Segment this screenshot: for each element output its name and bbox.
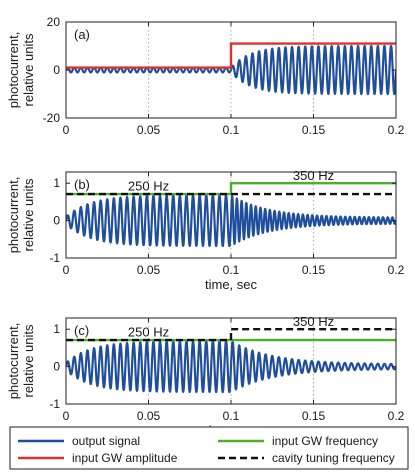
x-axis-label: time, sec: [205, 277, 258, 292]
x-tick-label: 0.05: [137, 409, 161, 423]
legend-label: cavity tuning frequency: [272, 451, 395, 465]
y-tick-label: 0: [53, 360, 60, 374]
panel-label: (c): [74, 323, 89, 338]
x-tick-label: 0.1: [223, 123, 240, 137]
y-tick-label: 1: [53, 322, 60, 336]
y-axis-label-line: photocurrent,: [6, 177, 21, 254]
y-axis-label: photocurrent,relative units: [6, 177, 36, 254]
legend-label: input GW frequency: [272, 434, 378, 448]
legend: output signal input GW frequency input GW …: [9, 426, 409, 470]
x-tick-label: 0.15: [302, 263, 326, 277]
y-axis-label-line: photocurrent,: [6, 32, 21, 109]
y-axis-label-line: relative units: [21, 324, 36, 397]
series-line-input-GW-frequency: [66, 182, 396, 196]
x-tick-label: 0.2: [388, 263, 405, 277]
y-axis-label: photocurrent,relative units: [6, 323, 36, 400]
panel-1: 0 0.05 0.1 0.15 0.2-20020(a)photocurrent,rel…: [6, 15, 405, 137]
frequency-annotation: 250 Hz: [128, 325, 169, 340]
y-axis-label-line: photocurrent,: [6, 323, 21, 400]
legend-label: output signal: [72, 434, 140, 448]
frequency-annotation: 250 Hz: [128, 179, 169, 194]
y-axis-label-line: relative units: [21, 178, 36, 251]
series-line-output-signal: [66, 194, 396, 248]
x-tick-label: 0: [63, 123, 70, 137]
y-axis-label: photocurrent,relative units: [6, 32, 36, 109]
legend-label: input GW amplitude: [72, 451, 178, 465]
series-line-output-signal: [66, 340, 396, 394]
x-tick-label: 0.2: [388, 123, 405, 137]
y-tick-label: 0: [53, 63, 60, 77]
plot-area: [66, 182, 396, 248]
y-tick-label: 1: [53, 176, 60, 190]
x-tick-label: 0.1: [223, 263, 240, 277]
series-line-cavity-tuning-frequency: [66, 328, 396, 342]
series-line-input-GW-amplitude: [66, 42, 396, 69]
y-tick-label: -1: [49, 397, 60, 411]
legend-box: [9, 426, 409, 470]
plot-area: [66, 328, 396, 394]
y-tick-label: -1: [49, 251, 60, 265]
y-tick-label: 20: [47, 15, 61, 29]
x-tick-label: 0: [63, 263, 70, 277]
panel-label: (b): [74, 177, 90, 192]
frequency-annotation: 350 Hz: [293, 168, 334, 183]
x-tick-label: 0.2: [388, 409, 405, 423]
x-tick-label: 0.1: [223, 409, 240, 423]
x-tick-label: 0.05: [137, 123, 161, 137]
plot-area: [66, 42, 396, 96]
x-tick-label: 0: [63, 409, 70, 423]
frequency-annotation: 350 Hz: [293, 314, 334, 329]
x-tick-label: 0.15: [302, 123, 326, 137]
x-tick-label: 0.15: [302, 409, 326, 423]
x-tick-label: 0.05: [137, 263, 161, 277]
panel-label: (a): [74, 27, 90, 42]
y-axis-label-line: relative units: [21, 33, 36, 106]
y-tick-label: -20: [43, 111, 61, 125]
y-tick-label: 0: [53, 214, 60, 228]
